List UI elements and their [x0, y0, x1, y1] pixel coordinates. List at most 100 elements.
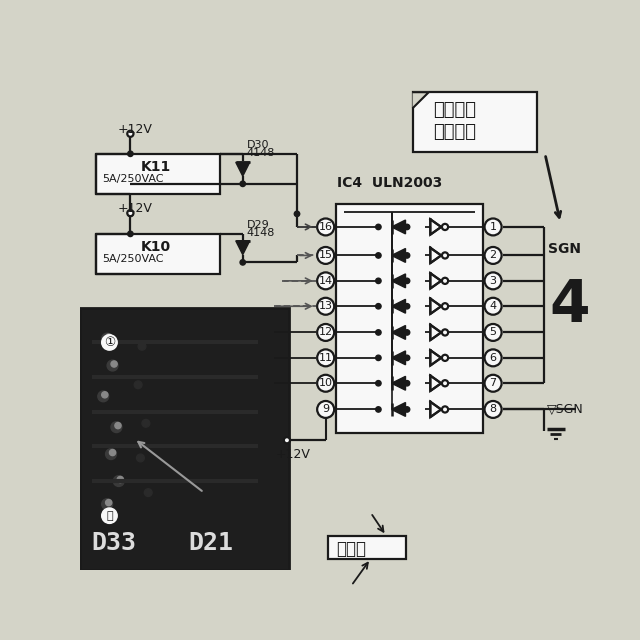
Polygon shape — [392, 248, 406, 262]
Bar — [95, 154, 220, 194]
Text: ▽SGN: ▽SGN — [547, 403, 583, 416]
Circle shape — [442, 278, 448, 284]
Polygon shape — [392, 403, 406, 417]
Bar — [95, 234, 220, 274]
Text: 8: 8 — [490, 404, 497, 415]
Circle shape — [484, 324, 502, 341]
Polygon shape — [392, 220, 406, 234]
Circle shape — [376, 253, 381, 258]
Text: 1: 1 — [490, 222, 497, 232]
Circle shape — [376, 381, 381, 386]
Text: SGN: SGN — [548, 243, 581, 257]
Text: 12: 12 — [319, 328, 333, 337]
Polygon shape — [430, 248, 441, 263]
Text: K11: K11 — [140, 160, 171, 174]
Polygon shape — [392, 300, 406, 313]
Circle shape — [442, 355, 448, 361]
Circle shape — [404, 330, 410, 335]
Text: +12V: +12V — [117, 123, 152, 136]
Polygon shape — [392, 351, 406, 365]
Circle shape — [106, 500, 112, 506]
Polygon shape — [236, 163, 250, 176]
Polygon shape — [392, 376, 406, 390]
Polygon shape — [430, 402, 441, 417]
Text: 控制信号: 控制信号 — [433, 123, 476, 141]
Circle shape — [376, 407, 381, 412]
Circle shape — [442, 303, 448, 309]
Circle shape — [376, 330, 381, 335]
Circle shape — [102, 508, 117, 524]
Circle shape — [240, 260, 246, 265]
Circle shape — [317, 324, 334, 341]
Circle shape — [240, 181, 246, 186]
Circle shape — [317, 218, 334, 236]
Circle shape — [102, 333, 113, 344]
Circle shape — [136, 454, 145, 462]
Text: 15: 15 — [319, 250, 333, 260]
Polygon shape — [430, 298, 441, 314]
Circle shape — [127, 151, 133, 157]
Circle shape — [404, 253, 410, 258]
Circle shape — [111, 422, 122, 433]
Circle shape — [484, 218, 502, 236]
Text: 6: 6 — [490, 353, 497, 363]
Circle shape — [404, 278, 410, 284]
Text: 微处理器: 微处理器 — [433, 101, 476, 120]
Circle shape — [376, 278, 381, 284]
Circle shape — [107, 360, 118, 371]
Text: D29: D29 — [246, 220, 269, 230]
Circle shape — [484, 273, 502, 289]
Text: 4148: 4148 — [246, 228, 275, 239]
Circle shape — [102, 392, 108, 398]
Circle shape — [317, 298, 334, 315]
Text: 4148: 4148 — [246, 148, 275, 159]
Circle shape — [404, 224, 410, 230]
Circle shape — [317, 273, 334, 289]
Circle shape — [145, 489, 152, 497]
Text: D21: D21 — [189, 531, 234, 556]
Polygon shape — [392, 274, 406, 288]
Circle shape — [442, 380, 448, 387]
Circle shape — [102, 335, 117, 350]
Text: D33: D33 — [92, 531, 136, 556]
Circle shape — [102, 499, 113, 509]
Circle shape — [376, 355, 381, 360]
Circle shape — [317, 401, 334, 418]
Text: 4: 4 — [490, 301, 497, 311]
Circle shape — [142, 419, 150, 427]
Circle shape — [376, 303, 381, 309]
Text: 9: 9 — [322, 404, 329, 415]
Text: +12V: +12V — [275, 448, 310, 461]
Circle shape — [111, 361, 117, 367]
Circle shape — [113, 476, 124, 486]
Circle shape — [484, 247, 502, 264]
Circle shape — [109, 449, 116, 456]
Text: 16: 16 — [319, 222, 333, 232]
Circle shape — [588, 406, 594, 413]
Circle shape — [117, 476, 124, 483]
Circle shape — [484, 298, 502, 315]
Bar — [336, 204, 483, 433]
Text: 13: 13 — [319, 301, 333, 311]
Text: 5: 5 — [490, 328, 497, 337]
Text: 14: 14 — [319, 276, 333, 286]
Circle shape — [127, 131, 134, 137]
Text: 4: 4 — [549, 277, 589, 334]
Bar — [80, 308, 289, 570]
Polygon shape — [392, 326, 406, 339]
Polygon shape — [430, 273, 441, 289]
Circle shape — [134, 381, 142, 388]
Circle shape — [484, 401, 502, 418]
Text: 2: 2 — [490, 250, 497, 260]
Polygon shape — [413, 92, 429, 108]
Text: K10: K10 — [140, 240, 171, 254]
Circle shape — [442, 252, 448, 259]
Text: IC4  ULN2003: IC4 ULN2003 — [337, 176, 442, 190]
Text: 5A/250VAC: 5A/250VAC — [102, 174, 163, 184]
Text: D30: D30 — [246, 140, 269, 150]
Circle shape — [404, 407, 410, 412]
Text: 11: 11 — [319, 353, 333, 363]
Circle shape — [127, 210, 134, 216]
Text: 反相器: 反相器 — [336, 540, 365, 557]
Circle shape — [484, 375, 502, 392]
